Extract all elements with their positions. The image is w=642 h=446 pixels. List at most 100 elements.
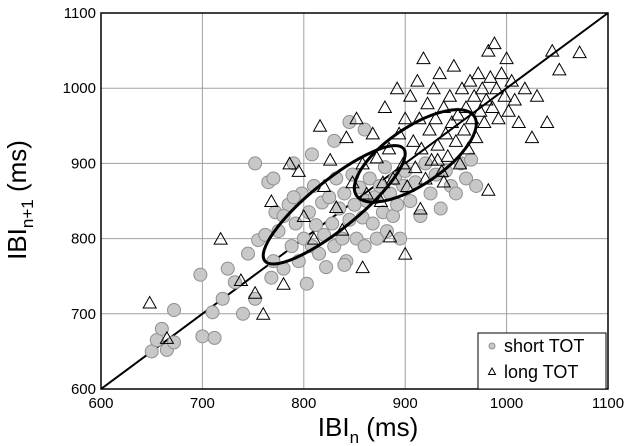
data-point-short-tot	[448, 186, 463, 201]
data-point-long-tot	[407, 160, 423, 174]
data-point-long-tot	[375, 175, 391, 189]
data-point-long-tot	[470, 66, 486, 80]
data-point-short-tot	[248, 156, 263, 171]
data-point-long-tot	[426, 81, 441, 95]
data-point-long-tot	[410, 73, 425, 87]
data-point-long-tot	[436, 174, 452, 188]
data-point-short-tot	[207, 330, 222, 345]
data-point-short-tot	[319, 260, 334, 275]
data-point-long-tot	[399, 178, 415, 192]
data-point-long-tot	[377, 99, 393, 113]
data-point-long-tot	[405, 133, 421, 147]
data-point-short-tot	[459, 171, 474, 186]
data-point-long-tot	[389, 81, 405, 95]
data-point-short-tot	[241, 246, 256, 261]
data-point-short-tot	[413, 209, 428, 224]
data-point-long-tot	[402, 88, 418, 102]
x-tick-label: 1000	[490, 395, 523, 412]
y-tick-label: 900	[71, 155, 96, 172]
data-point-short-tot	[312, 246, 327, 261]
data-point-long-tot	[306, 231, 322, 245]
data-point-long-tot	[413, 201, 428, 215]
data-point-long-tot	[458, 99, 474, 113]
data-point-short-tot	[337, 257, 352, 272]
data-point-long-tot	[539, 115, 555, 129]
data-point-long-tot	[339, 130, 354, 144]
data-point-long-tot	[233, 272, 249, 286]
data-point-short-tot	[220, 261, 235, 276]
data-point-long-tot	[440, 148, 456, 162]
data-point-short-tot	[423, 186, 438, 201]
data-point-short-tot	[379, 224, 394, 239]
data-point-short-tot	[154, 321, 169, 336]
y-tick-labels: 600 700 800 900 1000 1100	[63, 5, 96, 398]
data-point-short-tot	[327, 133, 342, 148]
data-point-long-tot	[497, 88, 512, 102]
data-point-long-tot	[485, 99, 500, 113]
legend-label-short: short TOT	[504, 336, 584, 356]
y-axis-label-unit: (ms)	[2, 140, 32, 199]
data-point-short-tot	[357, 239, 372, 254]
data-point-long-tot	[511, 115, 527, 129]
data-point-short-tot	[193, 267, 208, 282]
data-point-short-tot	[469, 178, 484, 193]
data-point-short-tot	[369, 231, 384, 246]
data-point-long-tot	[499, 51, 514, 65]
data-point-short-tot	[264, 270, 279, 285]
data-point-short-tot	[248, 291, 263, 306]
data-point-long-tot	[524, 130, 540, 144]
data-point-long-tot	[296, 209, 312, 223]
data-point-short-tot	[301, 205, 316, 220]
data-point-long-tot	[448, 133, 464, 147]
data-point-long-tot	[282, 156, 297, 170]
data-point-short-tot	[304, 147, 319, 162]
legend: short TOT long TOT	[477, 332, 607, 390]
data-point-long-tot	[483, 69, 498, 83]
data-point-long-tot	[450, 107, 466, 121]
data-point-short-tot	[167, 335, 182, 350]
data-point-long-tot	[507, 92, 523, 106]
data-point-short-tot	[433, 201, 448, 216]
data-point-short-tot	[299, 276, 314, 291]
data-point-long-tot	[428, 111, 443, 125]
data-point-long-tot	[474, 81, 490, 95]
data-point-short-tot	[308, 218, 323, 233]
data-point-long-tot	[359, 186, 375, 200]
data-point-long-tot	[142, 295, 158, 309]
data-point-long-tot	[432, 66, 448, 80]
data-point-short-tot	[215, 291, 230, 306]
data-point-long-tot	[397, 111, 413, 125]
legend-label-long: long TOT	[504, 362, 578, 382]
y-tick-label: 1000	[63, 80, 96, 97]
data-point-long-tot	[504, 73, 520, 87]
data-point-long-tot	[544, 43, 560, 57]
data-point-long-tot	[454, 81, 470, 95]
confidence-ellipse	[261, 144, 407, 266]
data-point-long-tot	[494, 66, 509, 80]
data-point-long-tot	[551, 62, 567, 76]
data-point-short-tot	[288, 216, 303, 231]
data-point-long-tot	[382, 229, 398, 243]
x-tick-label: 1100	[592, 395, 624, 412]
data-point-long-tot	[444, 115, 460, 129]
y-tick-label: 700	[71, 306, 96, 323]
data-point-short-tot	[284, 239, 299, 254]
data-point-short-tot	[235, 306, 250, 321]
data-point-long-tot	[478, 92, 494, 106]
x-tick-labels: 600 700 800 900 1000 1100	[88, 395, 624, 412]
y-tick-label: 800	[71, 231, 96, 248]
data-point-long-tot	[416, 51, 431, 65]
data-point-short-tot	[286, 156, 301, 171]
data-point-short-tot	[286, 190, 301, 205]
data-point-long-tot	[487, 36, 502, 50]
data-point-long-tot	[472, 103, 488, 117]
data-point-long-tot	[501, 103, 516, 117]
legend-box	[477, 332, 607, 390]
x-axis-label-main: IBI	[318, 412, 350, 442]
data-point-short-tot	[362, 171, 377, 186]
x-tick-label: 600	[88, 395, 113, 412]
confidence-ellipse	[352, 108, 478, 204]
plot-frame	[100, 12, 609, 390]
data-point-long-tot	[328, 199, 344, 214]
y-axis-label-sub: n+1	[18, 199, 37, 228]
